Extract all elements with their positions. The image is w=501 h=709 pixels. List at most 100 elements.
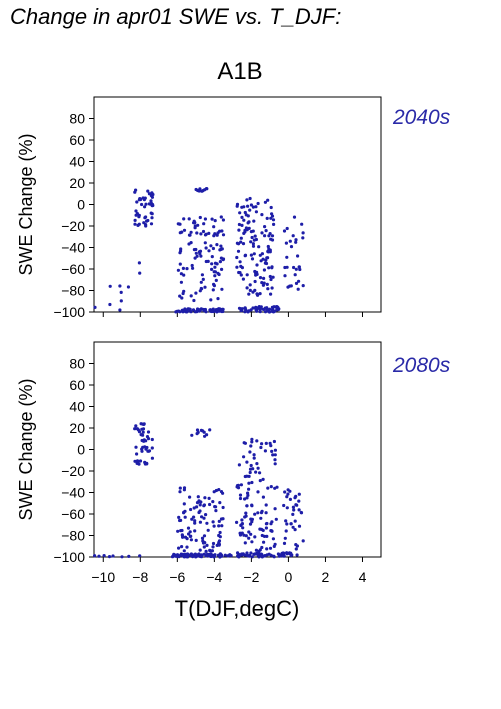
scatter-point <box>183 515 187 519</box>
scatter-point <box>192 515 196 519</box>
scatter-point <box>186 526 191 530</box>
scatter-point <box>245 286 249 290</box>
scatter-point <box>204 259 208 264</box>
scatter-point <box>244 511 248 515</box>
scatter-point <box>270 308 275 312</box>
scatter-point <box>239 483 243 487</box>
scatter-point <box>250 235 254 240</box>
scatter-point <box>263 225 267 229</box>
scatter-point <box>249 230 253 234</box>
scatter-point <box>240 266 244 270</box>
scatter-point <box>240 518 244 522</box>
scatter-point <box>219 215 223 219</box>
scatter-point <box>198 503 202 507</box>
scatter-point <box>206 528 210 532</box>
scatter-point <box>200 287 204 291</box>
scatter-point <box>248 208 252 212</box>
scatter-point <box>217 524 221 528</box>
scatter-point <box>243 306 247 310</box>
scatter-point <box>189 538 193 542</box>
scatter-point <box>293 528 297 532</box>
scatter-point <box>300 222 304 226</box>
scatter-point <box>149 211 153 215</box>
scatter-point <box>266 244 270 249</box>
scatter-point <box>217 307 221 311</box>
scatter-point <box>282 503 286 508</box>
scatter-point <box>253 288 257 292</box>
scatter-point <box>185 309 189 313</box>
scatter-point <box>214 278 218 282</box>
scatter-point <box>294 543 298 547</box>
scatter-point <box>144 224 148 228</box>
scatter-point <box>236 551 240 555</box>
scatter-point <box>199 232 203 236</box>
scatter-point <box>196 307 200 311</box>
scatter-point <box>243 441 247 445</box>
scatter-point <box>216 271 220 275</box>
scatter-point <box>239 236 243 240</box>
y-tick-label: 0 <box>77 197 85 213</box>
scatter-point <box>269 522 273 526</box>
scatter-point <box>262 268 266 272</box>
scatter-point <box>253 269 257 274</box>
scatter-point <box>291 525 295 529</box>
x-tick-label: −10 <box>91 569 115 585</box>
scatter-point <box>295 503 299 507</box>
scatter-point <box>238 260 242 264</box>
scatter-point <box>288 489 292 493</box>
y-tick-label: −80 <box>61 283 85 299</box>
scatter-point <box>133 222 137 226</box>
scatter-point <box>239 273 243 277</box>
scatter-point <box>245 551 249 555</box>
scatter-point <box>265 282 269 286</box>
scatter-point <box>260 545 264 550</box>
scatter-point <box>133 459 137 463</box>
scatter-point <box>297 508 301 512</box>
scatter-point <box>252 252 256 256</box>
scatter-point <box>260 213 264 217</box>
scatter-point <box>211 541 216 546</box>
scatter-point <box>260 281 264 285</box>
y-tick-label: −100 <box>53 304 85 320</box>
scatter-point <box>238 493 243 497</box>
scatter-point <box>145 461 149 465</box>
scatter-point <box>275 305 279 309</box>
scatter-point <box>257 555 261 559</box>
scatter-point <box>204 246 208 250</box>
scatter-point <box>288 239 292 243</box>
scatter-point <box>221 218 225 222</box>
scatter-point <box>136 223 140 227</box>
scatter-point <box>245 504 249 508</box>
scatter-point <box>268 441 272 445</box>
scatter-point <box>198 215 202 220</box>
scatter-point <box>149 222 154 226</box>
scatter-point <box>193 224 197 228</box>
scatter-point <box>282 229 287 233</box>
scatter-point <box>253 234 257 238</box>
scatter-point <box>108 302 112 307</box>
scatter-point <box>134 209 138 213</box>
scatter-point <box>220 267 224 271</box>
scatter-point <box>250 437 254 441</box>
scatter-point <box>253 512 257 516</box>
scatter-point <box>267 307 272 311</box>
scatter-point <box>142 422 146 426</box>
scatter-point <box>223 553 227 557</box>
scatter-point <box>144 439 148 443</box>
x-tick-label: 0 <box>285 569 293 585</box>
scatter-point <box>235 202 240 206</box>
scatter-point <box>146 449 150 453</box>
scatter-point <box>199 555 204 559</box>
scatter-point <box>263 449 267 453</box>
scatter-point <box>253 279 257 284</box>
scatter-point <box>221 233 226 237</box>
scatter-point <box>277 307 281 311</box>
scatter-point <box>220 229 224 233</box>
scatter-point <box>189 310 193 314</box>
scatter-point <box>197 499 201 503</box>
scatter-point <box>255 309 259 313</box>
scatter-point <box>135 212 139 216</box>
scatter-point <box>301 284 305 288</box>
scatter-point <box>258 471 262 475</box>
scatter-point <box>251 242 255 246</box>
